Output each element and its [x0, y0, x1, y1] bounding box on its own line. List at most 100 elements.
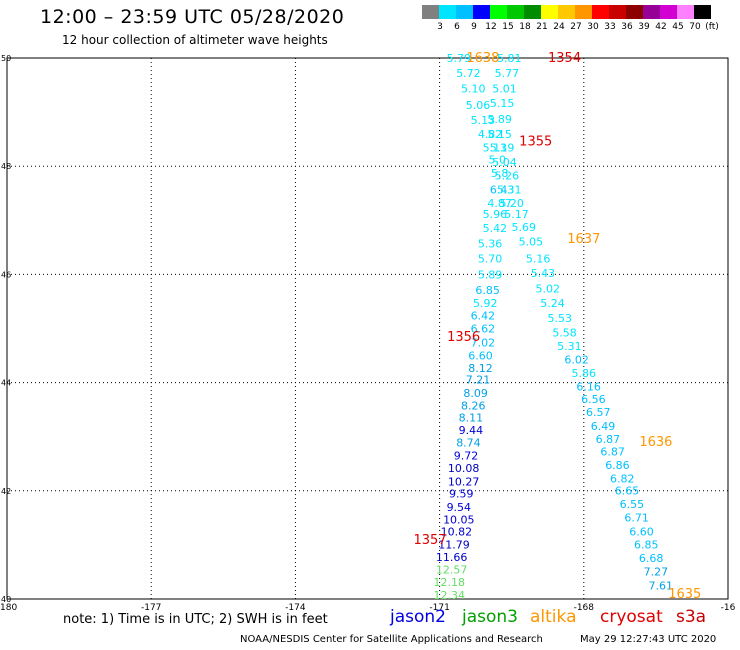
swh-value-label: 11.66 — [436, 551, 468, 564]
swh-value-label: 5.10 — [461, 83, 486, 96]
swh-value-label: 10.27 — [448, 475, 480, 488]
swh-value-label: 5.96 — [483, 208, 508, 221]
swh-value-label: 7.61 — [648, 579, 673, 592]
color-swatch — [643, 5, 660, 19]
swh-value-label: 8.12 — [468, 362, 493, 375]
swh-value-label: 7.21 — [466, 374, 491, 387]
swh-value-label: 6.85 — [634, 539, 659, 552]
swh-value-label: 5.58 — [552, 327, 577, 340]
lon-tick-label: -168 — [574, 603, 595, 613]
color-scale-label: 15 — [502, 22, 514, 32]
swh-value-label: 5.42 — [483, 222, 508, 235]
swh-value-label: 9.72 — [454, 449, 479, 462]
lat-tick-label: 48 — [1, 162, 11, 171]
color-scale-label: 3 — [437, 22, 443, 32]
swh-value-label: 10.82 — [441, 526, 473, 539]
color-swatch — [558, 5, 575, 19]
color-swatch — [524, 5, 541, 19]
swh-value-label: 6.85 — [475, 284, 500, 297]
color-swatch — [473, 5, 490, 19]
swh-value-label: 6.43 — [490, 183, 515, 196]
swh-value-label: 5.16 — [526, 252, 551, 265]
timestamp: May 29 12:27:43 UTC 2020 — [580, 634, 717, 645]
swh-value-label: 12.34 — [433, 589, 465, 602]
swh-value-label: 5.8 — [491, 167, 509, 180]
page-title: 12:00 – 23:59 UTC 05/28/2020 — [40, 6, 345, 28]
color-scale-label: (ft) — [705, 22, 719, 32]
swh-value-label: 6.87 — [596, 433, 621, 446]
swh-value-label: 6.57 — [586, 406, 611, 419]
color-swatch — [694, 5, 711, 19]
swh-value-label: 5.89 — [478, 269, 503, 282]
satellite-legend-jason3: jason3 — [462, 607, 518, 627]
swh-value-label: 5.89 — [487, 113, 512, 126]
track-time-label: 1354 — [548, 51, 581, 66]
color-swatch — [439, 5, 456, 19]
swh-value-label: 6.55 — [620, 498, 645, 511]
color-swatch — [575, 5, 592, 19]
swh-value-label: 5.17 — [504, 208, 529, 221]
swh-value-label: 6.02 — [564, 354, 589, 367]
swh-value-label: 6.68 — [639, 552, 664, 565]
swh-value-label: 5.26 — [495, 170, 520, 183]
swh-value-label: 6.60 — [468, 349, 493, 362]
color-swatch — [541, 5, 558, 19]
swh-value-label: 9.44 — [459, 424, 484, 437]
swh-value-label: 6.65 — [615, 485, 640, 498]
lat-tick-label: 42 — [1, 487, 11, 496]
lat-tick-label: 40 — [1, 595, 11, 604]
swh-value-label: 4.82 — [478, 128, 503, 141]
swh-value-label: 5.81 — [497, 52, 522, 65]
swh-value-label: 9.54 — [447, 501, 472, 514]
color-scale-label: 45 — [672, 22, 684, 32]
swh-value-label: 5.70 — [478, 252, 503, 265]
track-time-label: 1636 — [639, 435, 672, 450]
color-scale-label: 24 — [553, 22, 565, 32]
swh-value-label: 5.06 — [466, 99, 491, 112]
color-scale-label: 42 — [655, 22, 667, 32]
color-swatch — [456, 5, 473, 19]
swh-value-label: 12.18 — [433, 576, 465, 589]
swh-value-label: 5.13 — [483, 142, 508, 155]
swh-value-label: 8.09 — [463, 387, 488, 400]
track-time-label: 1638 — [466, 51, 499, 66]
swh-value-label: 8.26 — [461, 400, 486, 413]
color-swatch — [609, 5, 626, 19]
color-scale-label: 12 — [485, 22, 497, 32]
swh-value-label: 6.56 — [581, 393, 606, 406]
lat-tick-label: 44 — [1, 379, 11, 388]
track-time-label: 1635 — [668, 587, 701, 602]
swh-value-label: 6.82 — [610, 473, 635, 486]
swh-value-label: 5.15 — [490, 97, 515, 110]
swh-value-label: 5.72 — [456, 67, 481, 80]
swh-value-label: 5.77 — [495, 67, 520, 80]
color-scale-label: 9 — [471, 22, 477, 32]
color-swatch — [490, 5, 507, 19]
swh-value-label: 5.15 — [487, 128, 512, 141]
swh-value-label: 5.53 — [548, 312, 573, 325]
color-swatch — [592, 5, 609, 19]
swh-value-label: 6.60 — [629, 526, 654, 539]
swh-value-label: 5.86 — [572, 367, 597, 380]
swh-value-label: 5.79 — [447, 52, 472, 65]
swh-value-label: 5.13 — [471, 114, 496, 127]
swh-value-label: 5.24 — [540, 297, 565, 310]
swh-value-label: 6.16 — [576, 381, 601, 394]
swh-value-label: 6.86 — [605, 459, 630, 472]
color-swatch — [626, 5, 643, 19]
swh-value-label: 6.42 — [471, 309, 496, 322]
swh-value-label: 8.11 — [459, 412, 484, 425]
swh-value-label: 11.79 — [438, 539, 470, 552]
color-scale-label: 39 — [638, 22, 650, 32]
swh-value-label: 5.92 — [473, 297, 498, 310]
swh-value-label: 6.62 — [471, 322, 496, 335]
track-time-label: 1357 — [413, 533, 446, 548]
credit-line: NOAA/NESDIS Center for Satellite Applica… — [240, 634, 543, 645]
swh-value-label: 5.02 — [536, 282, 561, 295]
swh-value-label: 5.69 — [511, 221, 536, 234]
swh-value-label: 5.05 — [519, 236, 544, 249]
swh-value-label: 7.02 — [471, 336, 496, 349]
color-scale-label: 70 — [689, 22, 701, 32]
swh-value-label: 5.31 — [557, 340, 582, 353]
